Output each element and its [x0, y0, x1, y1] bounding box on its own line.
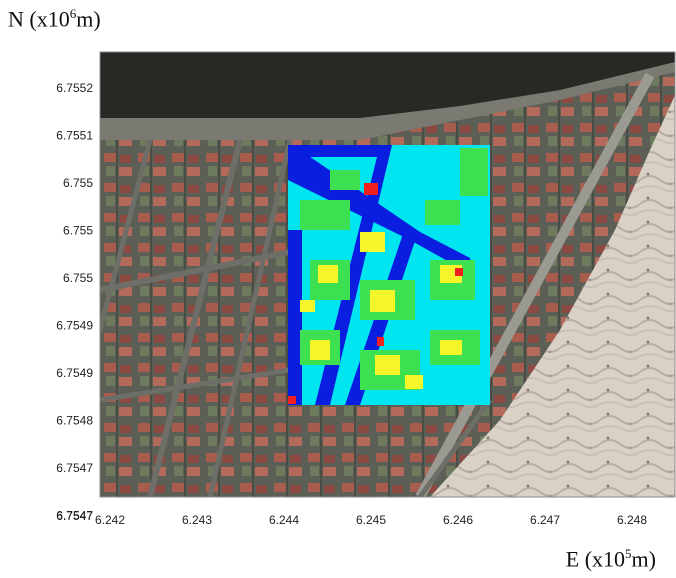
street-5 — [207, 139, 293, 497]
street-4 — [100, 367, 291, 403]
y-tick-label: 6.7549 — [56, 366, 93, 380]
x-tick-label: 6.243 — [182, 513, 212, 527]
mid-class-regions — [300, 232, 462, 389]
street-3 — [100, 139, 153, 331]
x-axis-ticks: 6.242 6.243 6.244 6.245 6.246 6.247 6.248 — [95, 513, 647, 527]
street-2 — [147, 139, 243, 497]
y-tick-label: 6.7547 — [56, 509, 93, 523]
classification-overlay — [288, 145, 490, 405]
y-tick-label: 6.755 — [63, 224, 93, 238]
shore-road — [100, 62, 675, 140]
y-tick-label: 6.7548 — [56, 414, 93, 428]
y-axis-label: N (x106m) — [8, 6, 101, 32]
street-6 — [417, 398, 493, 497]
water-body — [100, 52, 675, 130]
y-tick-label: 6.755 — [63, 271, 93, 285]
y-tick-label: 6.7549 — [56, 319, 93, 333]
aerial-map — [100, 52, 675, 497]
y-tick-label: 6.7547 — [56, 509, 93, 523]
y-tick-label: 6.7552 — [56, 81, 93, 95]
road-band-top — [288, 145, 388, 157]
y-tick-label: 6.7551 — [56, 129, 93, 143]
y-axis-ticks: 6.7552 6.7551 6.755 6.755 6.755 6.7549 6.7549 6… — [56, 81, 93, 523]
street-1 — [100, 247, 301, 293]
road-band-left — [288, 230, 302, 405]
y-tick-label: 6.755 — [63, 176, 93, 190]
x-tick-label: 6.244 — [269, 513, 299, 527]
coastal-avenue — [415, 72, 655, 497]
x-tick-label: 6.246 — [443, 513, 473, 527]
high-class-regions — [288, 183, 463, 404]
x-tick-label: 6.245 — [356, 513, 386, 527]
sand-dunes — [430, 95, 675, 497]
x-axis-label: E (x105m) — [565, 545, 656, 571]
axes-frame — [99, 51, 676, 498]
x-tick-label: 6.242 — [95, 513, 125, 527]
y-tick-label: 6.7547 — [56, 461, 93, 475]
x-tick-label: 6.248 — [617, 513, 647, 527]
x-tick-label: 6.247 — [530, 513, 560, 527]
